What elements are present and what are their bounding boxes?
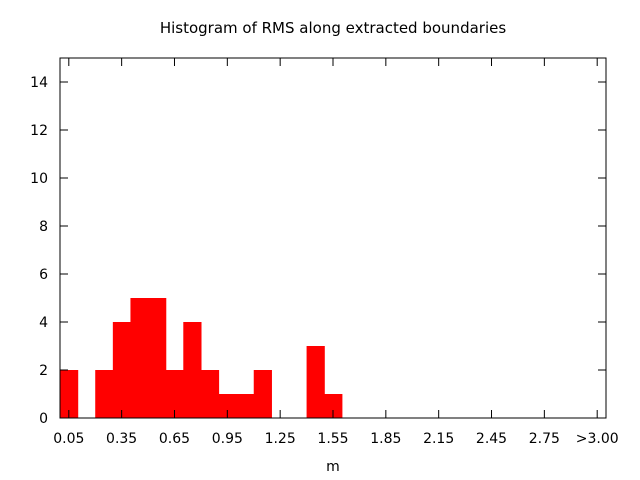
bars-group <box>60 298 343 418</box>
histogram-bar <box>324 394 343 418</box>
histogram-bar <box>112 322 132 418</box>
x-tick-label: >3.00 <box>576 431 619 447</box>
x-axis-label: m <box>326 459 340 475</box>
histogram-bar <box>130 298 149 418</box>
x-tick-label: 2.15 <box>423 431 454 447</box>
x-tick-label: 1.25 <box>265 431 296 447</box>
histogram-bar <box>306 346 325 418</box>
x-tick-label: 1.55 <box>317 431 348 447</box>
ticks-group: 0 2 4 6 8 10 12 14 0.05 0.35 0.65 0.95 1.25 1.55 1.85 2… <box>30 58 619 447</box>
x-tick-label: 0.35 <box>106 431 137 447</box>
chart-title: Histogram of RMS along extracted boundar… <box>160 19 507 37</box>
x-tick-label: 1.85 <box>370 431 401 447</box>
plot-frame <box>59 57 607 419</box>
histogram-bar <box>95 370 114 418</box>
y-tick-label: 12 <box>30 123 48 139</box>
histogram-bar <box>253 370 272 418</box>
x-tick-label: 2.45 <box>476 431 507 447</box>
y-tick-label: 10 <box>30 171 48 187</box>
y-tick-label: 2 <box>39 363 48 379</box>
histogram-bar <box>165 370 184 418</box>
x-tick-label: 0.95 <box>212 431 243 447</box>
y-tick-label: 4 <box>39 315 48 331</box>
histogram-bar <box>148 298 167 418</box>
x-tick-label: 2.75 <box>529 431 560 447</box>
y-tick-label: 6 <box>39 267 48 283</box>
y-tick-label: 14 <box>30 75 48 91</box>
histogram-bar <box>236 394 255 418</box>
x-tick-label: 0.05 <box>53 431 84 447</box>
histogram-bar <box>60 370 79 418</box>
y-tick-label: 0 <box>39 411 48 427</box>
x-tick-label: 0.65 <box>159 431 190 447</box>
histogram-bar <box>200 370 220 418</box>
histogram-bar <box>218 394 237 418</box>
histogram-bar <box>183 322 202 418</box>
y-tick-label: 8 <box>39 219 48 235</box>
